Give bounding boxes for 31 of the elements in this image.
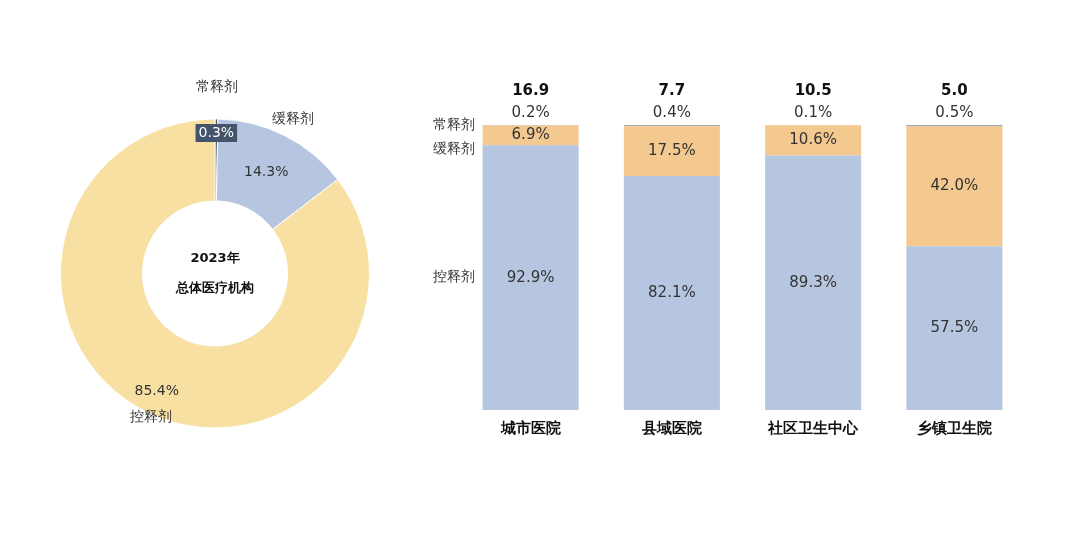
- series-label: 控释剂: [432, 268, 475, 285]
- series-label: 常释剂: [432, 115, 475, 132]
- data-label: 14.3%: [243, 162, 289, 179]
- data-label: 0.3%: [198, 123, 235, 140]
- text: 16.9: [512, 80, 550, 99]
- text: 5.0: [941, 80, 968, 99]
- data-label: 0.5%: [935, 102, 974, 121]
- series-label: 缓释剂: [432, 139, 475, 156]
- text: 2023年: [190, 249, 240, 265]
- x-tick-label: 城市医院: [499, 418, 561, 437]
- data-label: 0.1%: [794, 102, 833, 121]
- data-label: 10.6%: [789, 130, 837, 149]
- slice-label: 控释剂: [130, 407, 173, 424]
- data-label: 57.5%: [930, 317, 979, 336]
- x-tick-label: 县域医院: [640, 418, 702, 437]
- x-tick-label: 社区卫生中心: [767, 418, 860, 437]
- data-label: 92.9%: [506, 267, 555, 286]
- data-label: 42.0%: [930, 176, 979, 195]
- x-tick-label: 乡镇卫生院: [916, 418, 992, 437]
- data-label: 17.5%: [648, 140, 696, 159]
- text: 总体医疗机构: [175, 279, 254, 295]
- slice-label: 缓释剂: [271, 110, 314, 127]
- text: 10.5: [794, 80, 832, 99]
- data-label: 85.4%: [134, 382, 179, 399]
- text: 7.7: [658, 80, 686, 99]
- data-label: 0.2%: [511, 102, 550, 121]
- data-label: 82.1%: [648, 282, 696, 301]
- data-label: 89.3%: [789, 272, 837, 291]
- slice-label: 常释剂: [195, 77, 238, 94]
- data-label: 6.9%: [511, 125, 550, 144]
- data-label: 0.4%: [652, 102, 691, 121]
